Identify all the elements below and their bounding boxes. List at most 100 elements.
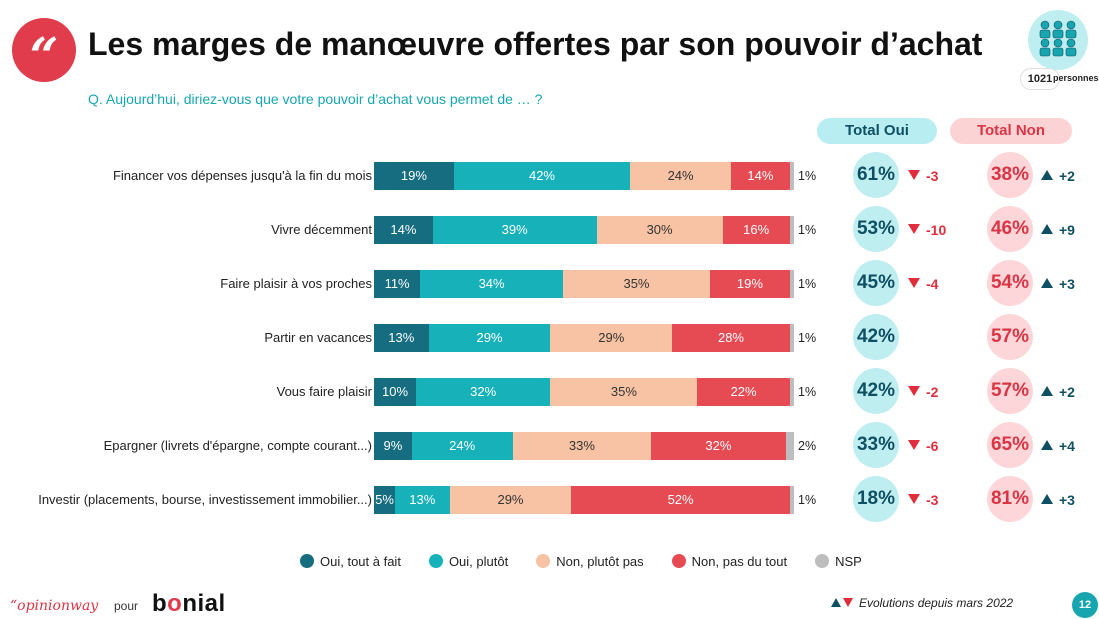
total-oui-value: 61% — [853, 152, 899, 198]
evolution-note: Evolutions depuis mars 2022 — [831, 596, 1013, 610]
total-non-value: 38% — [987, 152, 1033, 198]
evolution-non: +9 — [1041, 216, 1075, 244]
arrow-down-icon — [908, 494, 920, 505]
bar-non-pas-du-tout: 22% — [697, 378, 790, 406]
evolution-oui: -6 — [908, 432, 938, 460]
chart-row: Faire plaisir à vos proches 11% 34% 35% 19% 1… — [0, 260, 1099, 310]
evolution-non: +2 — [1041, 378, 1075, 406]
bar-nsp — [785, 432, 794, 460]
category-label: Investir (placements, bourse, investisse… — [38, 492, 372, 507]
total-oui-value: 18% — [853, 476, 899, 522]
quote-badge: “ — [12, 18, 76, 85]
arrow-up-icon — [1041, 494, 1053, 505]
evolution-non: +2 — [1041, 162, 1075, 190]
evolution-oui-value: -3 — [926, 168, 939, 184]
nsp-value-label: 1% — [798, 385, 817, 399]
total-oui-value: 33% — [853, 422, 899, 468]
chart-row: Vous faire plaisir 10% 32% 35% 22% 1% 42% 57% -2… — [0, 368, 1099, 418]
arrow-down-icon — [908, 386, 920, 397]
legend-swatch — [815, 554, 830, 568]
legend-swatch — [671, 554, 686, 568]
arrow-down-icon — [908, 224, 920, 235]
bar-oui-tout-a-fait: 11% — [374, 270, 421, 298]
arrow-up-icon — [831, 598, 841, 607]
arrow-up-icon — [1041, 224, 1053, 235]
stacked-bar: 9% 24% 33% 32% — [374, 432, 794, 460]
total-non-header: Total Non — [950, 118, 1072, 144]
total-oui-value: 53% — [853, 206, 899, 252]
bar-non-plutot-pas: 33% — [512, 432, 652, 460]
sample-label: personnes — [1053, 73, 1099, 83]
chart-row: Financer vos dépenses jusqu'à la fin du … — [0, 152, 1099, 202]
legend-swatch — [428, 554, 443, 568]
chart-row: Investir (placements, bourse, investisse… — [0, 476, 1099, 526]
legend-swatch — [536, 554, 551, 568]
bar-oui-tout-a-fait: 19% — [374, 162, 454, 190]
evolution-non: +3 — [1041, 486, 1075, 514]
total-oui-value: 42% — [853, 314, 899, 360]
category-label: Epargner (livrets d'épargne, compte cour… — [103, 438, 372, 453]
nsp-value-label: 1% — [798, 331, 817, 345]
bar-non-pas-du-tout: 52% — [571, 486, 790, 514]
total-non-value: 46% — [987, 206, 1033, 252]
bar-non-plutot-pas: 30% — [596, 216, 723, 244]
total-oui-value: 42% — [853, 368, 899, 414]
chart-row: Epargner (livrets d'épargne, compte cour… — [0, 422, 1099, 472]
legend-label: NSP — [835, 553, 862, 569]
bar-non-pas-du-tout: 32% — [651, 432, 786, 460]
bar-oui-tout-a-fait: 9% — [374, 432, 412, 460]
arrow-up-icon — [1041, 278, 1053, 289]
evolution-non-value: +3 — [1059, 492, 1075, 508]
evolution-oui-value: -2 — [926, 384, 939, 400]
bar-nsp — [789, 324, 794, 352]
stacked-bar: 14% 39% 30% 16% — [374, 216, 794, 244]
evolution-non-value: +2 — [1059, 168, 1075, 184]
stacked-bar: 11% 34% 35% 19% — [374, 270, 794, 298]
bar-non-plutot-pas: 24% — [630, 162, 731, 190]
bar-non-plutot-pas: 35% — [550, 378, 698, 406]
bar-nsp — [789, 378, 794, 406]
question-text: Q. Aujourd’hui, diriez-vous que votre po… — [88, 91, 543, 107]
evolution-non-value: +2 — [1059, 384, 1075, 400]
legend-item: Non, pas du tout — [671, 552, 787, 570]
total-oui-value: 45% — [853, 260, 899, 306]
total-non-value: 57% — [987, 368, 1033, 414]
chart-row: Vivre décemment 14% 39% 30% 16% 1% 53% 46% -10 +9 — [0, 206, 1099, 256]
bar-non-pas-du-tout: 28% — [672, 324, 790, 352]
sample-size-badge: 1021 personnes — [1020, 6, 1099, 90]
bar-non-pas-du-tout: 14% — [730, 162, 790, 190]
legend-swatch — [300, 554, 314, 568]
page-title: Les marges de manœuvre offertes par son … — [88, 26, 983, 62]
arrow-down-icon — [908, 170, 920, 181]
stacked-bar: 13% 29% 29% 28% — [374, 324, 794, 352]
bonial-logo: bonial — [152, 590, 226, 617]
sample-count: 1021 — [1020, 68, 1060, 90]
evolution-note-text: Evolutions depuis mars 2022 — [859, 596, 1014, 610]
bar-non-pas-du-tout: 16% — [722, 216, 790, 244]
evolution-non-value: +4 — [1059, 438, 1075, 454]
nsp-value-label: 1% — [798, 493, 817, 507]
total-non-value: 57% — [987, 314, 1033, 360]
page-number: 12 — [1072, 592, 1098, 618]
bar-non-plutot-pas: 29% — [449, 486, 572, 514]
arrow-up-icon — [1041, 440, 1053, 451]
total-non-value: 81% — [987, 476, 1033, 522]
bar-oui-plutot: 13% — [395, 486, 450, 514]
chart-row: Partir en vacances 13% 29% 29% 28% 1% 42% 57% — [0, 314, 1099, 364]
legend-item: Non, plutôt pas — [536, 552, 644, 570]
bar-oui-plutot: 34% — [420, 270, 563, 298]
bar-oui-plutot: 42% — [453, 162, 631, 190]
total-oui-header: Total Oui — [817, 118, 937, 144]
stacked-bar: 5% 13% 29% 52% — [374, 486, 794, 514]
evolution-oui: -3 — [908, 486, 938, 514]
legend-label: Oui, plutôt — [448, 553, 509, 569]
bar-non-plutot-pas: 29% — [550, 324, 673, 352]
bar-nsp — [789, 216, 794, 244]
nsp-value-label: 1% — [798, 169, 817, 183]
bar-non-pas-du-tout: 19% — [709, 270, 790, 298]
people-group-icon — [1028, 10, 1088, 70]
bar-oui-tout-a-fait: 13% — [374, 324, 429, 352]
arrow-down-icon — [908, 440, 920, 451]
bar-nsp — [789, 162, 794, 190]
category-label: Faire plaisir à vos proches — [220, 276, 372, 291]
